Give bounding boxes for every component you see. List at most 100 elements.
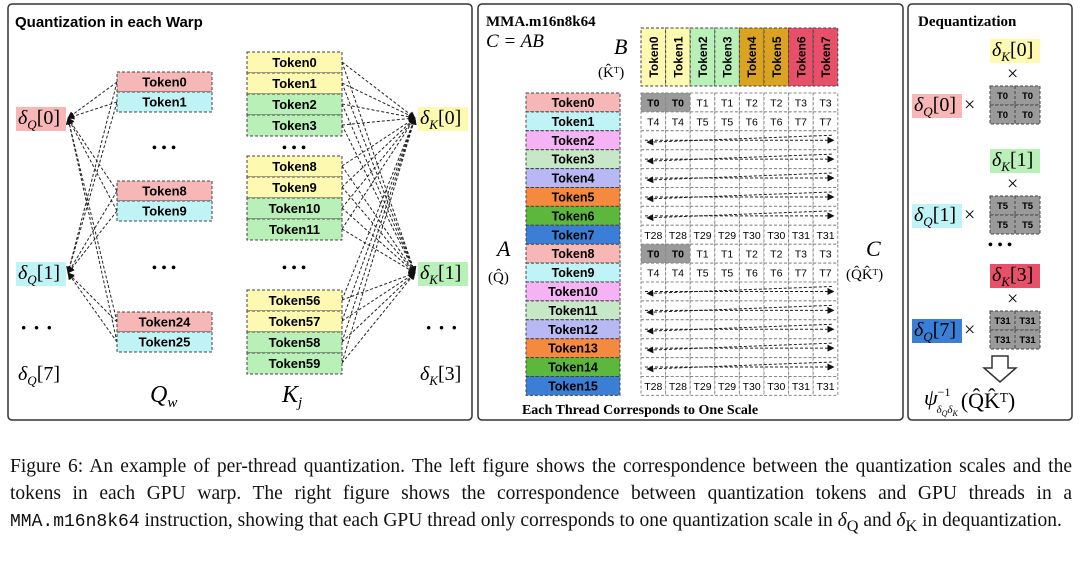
scale-index: [3]: [438, 363, 461, 385]
scale-subscript: Q: [27, 373, 37, 388]
matrix-sub: (Q̂K̂ᵀ): [846, 266, 883, 283]
token-label: Token10: [269, 201, 321, 216]
token-label: Token1: [272, 76, 317, 91]
thread-label: T2: [746, 249, 758, 261]
thread-label: T5: [721, 116, 733, 128]
thread-label: T4: [647, 116, 659, 128]
result-base: ψ: [924, 385, 938, 410]
panel-title: Dequantization: [918, 14, 1017, 30]
thread-label: T28: [644, 381, 662, 393]
grid-cell: [689, 376, 716, 396]
tile-cell: [1014, 104, 1041, 125]
scale-index: [1]: [37, 262, 60, 284]
arrow: [341, 165, 416, 274]
token-label: Token7: [819, 36, 833, 77]
token-box: [246, 289, 343, 312]
arrow: [341, 272, 416, 343]
equation: C = AB: [486, 31, 544, 52]
result-sub: K: [951, 409, 958, 418]
tile-cell: [1014, 214, 1041, 235]
thread-label: T31: [816, 230, 834, 242]
tile-cell: [989, 329, 1016, 350]
times: ×: [1007, 63, 1018, 85]
token-label: Token6: [552, 209, 595, 223]
thread-label: T30: [767, 381, 785, 393]
thread-label: T1: [696, 249, 708, 261]
dots: · · ·: [425, 315, 458, 340]
token-label: Token11: [548, 304, 597, 318]
token-label: Token12: [548, 323, 598, 337]
arrow: [67, 101, 118, 120]
token-box: [246, 331, 343, 354]
left-panel: [7, 3, 473, 421]
thread-label: T6: [746, 116, 758, 128]
tile-label: T31: [994, 316, 1011, 327]
token-box: [714, 27, 740, 87]
caption-text: Figure 6: An example of per-thread quant…: [10, 456, 1072, 504]
token-box: [525, 168, 621, 189]
dots: • • •: [282, 140, 307, 157]
arrow: [341, 117, 416, 301]
thread-label: T31: [816, 381, 834, 393]
token-label: Token57: [269, 314, 321, 329]
grid-cell: [738, 376, 765, 396]
thread-label: T2: [770, 249, 782, 261]
caption-text: in dequantization.: [917, 510, 1062, 531]
times: ×: [1007, 288, 1018, 310]
token-label: Token0: [552, 96, 595, 110]
arrow: [341, 61, 417, 274]
k-scale: δK[0]: [992, 39, 1033, 64]
scale-bg: [912, 204, 962, 228]
arrow: [341, 117, 416, 209]
scale-index: [0]: [933, 94, 956, 116]
tile-label: T5: [1022, 201, 1034, 212]
arrow: [341, 82, 416, 119]
thread-label: T3: [819, 97, 831, 109]
q-scale: δQ[0]: [18, 107, 60, 132]
arrow: [646, 210, 832, 222]
scale-subscript: K: [1000, 159, 1011, 174]
thread-label: T30: [743, 381, 761, 393]
arrow: [341, 117, 417, 343]
result: ψ−1 δQδK(Q̂K̂ᵀ): [924, 385, 1015, 418]
label-sub: w: [167, 395, 177, 411]
scale-symbol: δ: [18, 363, 28, 385]
panel-title: Quantization in each Warp: [15, 14, 203, 31]
token-box: [246, 352, 343, 375]
token-box: [689, 27, 716, 87]
token-label: Token10: [548, 285, 598, 299]
token-box: [246, 51, 343, 74]
arrow: [66, 101, 118, 274]
token-box: [525, 205, 621, 226]
matrix-label: A: [495, 236, 511, 261]
thread-label: T4: [647, 268, 659, 280]
thread-label: T5: [721, 268, 733, 280]
scale-symbol: δ: [992, 149, 1002, 171]
token-box: [525, 300, 621, 321]
arrow: [646, 285, 832, 297]
token-box: [525, 149, 621, 170]
tile-label: T31: [1019, 316, 1036, 327]
arrow: [65, 117, 118, 343]
caption-text: and: [858, 510, 897, 531]
token-label: Token0: [647, 36, 661, 77]
token-label: Token9: [142, 204, 187, 219]
tile-cell: [1014, 329, 1041, 350]
q-scale: δQ[1]: [914, 204, 956, 229]
scale-index: [0]: [438, 107, 461, 129]
arrow: [341, 124, 416, 274]
result-arg: (Q̂K̂ᵀ): [961, 388, 1015, 413]
token-label: Token9: [272, 180, 317, 195]
token-label: Token9: [552, 266, 595, 280]
thread-label: T0: [672, 97, 684, 109]
arrow: [341, 207, 416, 274]
scale-index: [3]: [1010, 264, 1033, 286]
token-box: [246, 310, 343, 333]
arrow: [341, 82, 417, 274]
arrow: [341, 272, 416, 364]
thread-label: T4: [672, 116, 684, 128]
dots: • • •: [282, 260, 307, 277]
middle-panel: [477, 3, 904, 421]
scale-subscript: K: [428, 373, 439, 388]
arrow: [341, 117, 417, 322]
